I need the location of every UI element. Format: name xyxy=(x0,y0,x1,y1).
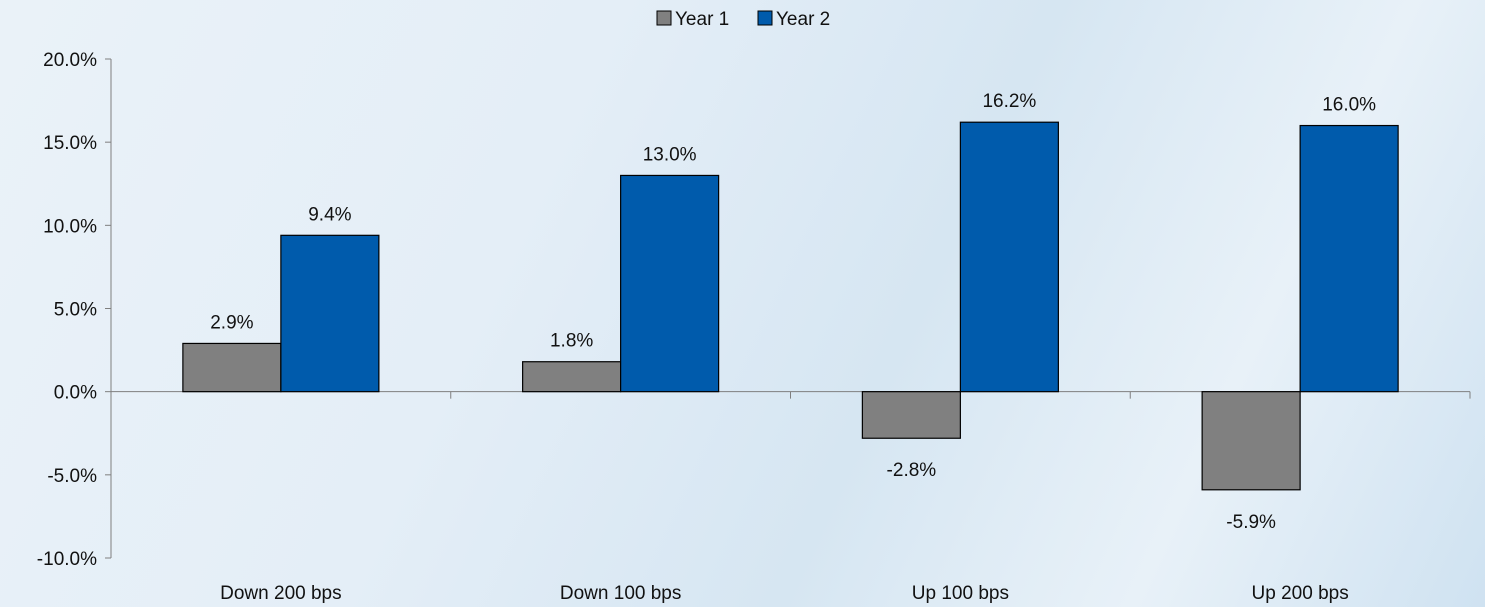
bar-year-1 xyxy=(1201,391,1301,491)
y-tick-label: 10.0% xyxy=(43,216,97,237)
bar-year-2 xyxy=(620,174,720,393)
bars xyxy=(182,121,1399,491)
y-tick-label: -10.0% xyxy=(37,549,97,570)
legend-swatch xyxy=(656,10,672,26)
bar-year-2 xyxy=(959,121,1059,393)
y-tick-label: 5.0% xyxy=(54,300,97,321)
y-tick-label: -5.0% xyxy=(47,466,97,487)
legend: Year 1 Year 2 xyxy=(656,9,830,30)
data-label: 16.2% xyxy=(982,91,1036,112)
data-label: -5.9% xyxy=(1226,512,1276,533)
y-tick-label: 15.0% xyxy=(43,133,97,154)
x-tick-label: Down 200 bps xyxy=(220,583,341,604)
legend-label: Year 2 xyxy=(776,9,830,30)
data-label: 16.0% xyxy=(1322,95,1376,116)
data-label: 1.8% xyxy=(550,331,593,352)
bar-year-1 xyxy=(861,391,961,439)
data-labels: 2.9% 9.4% 1.8% 13.0% -2.8% 16.2% -5.9% 16.0% xyxy=(210,91,1376,533)
data-label: 9.4% xyxy=(308,204,351,225)
legend-label: Year 1 xyxy=(675,9,729,30)
x-tick-label: Down 100 bps xyxy=(560,583,681,604)
y-tick-label: 20.0% xyxy=(43,50,97,71)
bar-year-1 xyxy=(182,342,282,393)
x-tick-label: Up 200 bps xyxy=(1252,583,1349,604)
data-label: 13.0% xyxy=(643,144,697,165)
bar-year-1 xyxy=(522,361,622,393)
y-axis: 20.0% 15.0% 10.0% 5.0% 0.0% -5.0% -10.0% xyxy=(37,50,112,570)
bar-year-2 xyxy=(1299,124,1399,393)
data-label: 2.9% xyxy=(210,312,253,333)
bar-year-2 xyxy=(280,234,380,393)
x-axis: Down 200 bps Down 100 bps Up 100 bps Up 200… xyxy=(111,391,1471,604)
x-tick-label: Up 100 bps xyxy=(912,583,1009,604)
data-label: -2.8% xyxy=(887,460,937,481)
y-tick-label: 0.0% xyxy=(54,383,97,404)
legend-swatch xyxy=(757,10,773,26)
